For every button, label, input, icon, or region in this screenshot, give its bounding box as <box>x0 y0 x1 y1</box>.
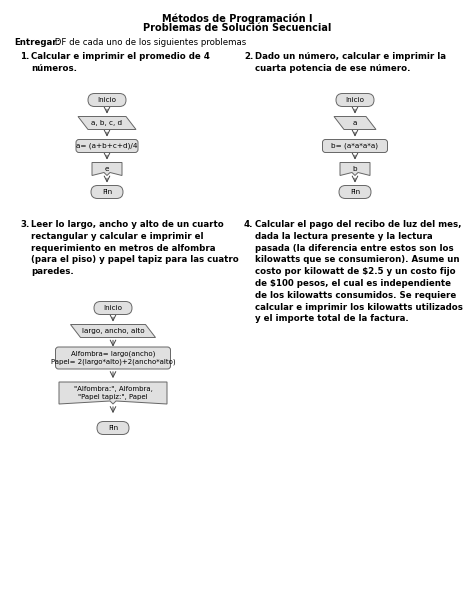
FancyBboxPatch shape <box>55 347 171 369</box>
Text: Inicio: Inicio <box>346 97 365 103</box>
Text: Fin: Fin <box>102 189 112 195</box>
Polygon shape <box>78 116 136 129</box>
Polygon shape <box>71 324 155 338</box>
FancyBboxPatch shape <box>322 140 388 153</box>
Text: b= (a*a*a*a): b= (a*a*a*a) <box>331 143 379 149</box>
FancyBboxPatch shape <box>91 186 123 199</box>
Text: Fin: Fin <box>108 425 118 431</box>
Text: Alfombra= largo(ancho)
Papel= 2(largo*alto)+2(ancho*alto): Alfombra= largo(ancho) Papel= 2(largo*al… <box>51 351 175 365</box>
Polygon shape <box>334 116 376 129</box>
FancyBboxPatch shape <box>336 94 374 107</box>
Text: Fin: Fin <box>350 189 360 195</box>
Polygon shape <box>59 382 167 404</box>
Text: 1.: 1. <box>20 52 29 61</box>
Text: 3.: 3. <box>20 220 29 229</box>
FancyBboxPatch shape <box>76 140 138 153</box>
FancyBboxPatch shape <box>88 94 126 107</box>
Text: Problemas de Solución Secuencial: Problemas de Solución Secuencial <box>143 23 331 33</box>
Text: Inicio: Inicio <box>103 305 122 311</box>
Text: Calcular el pago del recibo de luz del mes,
dada la lectura presente y la lectur: Calcular el pago del recibo de luz del m… <box>255 220 463 324</box>
Text: largo, ancho, alto: largo, ancho, alto <box>82 328 144 334</box>
Text: "Alfombra:", Alfombra,
"Papel tapiz:", Papel: "Alfombra:", Alfombra, "Papel tapiz:", P… <box>73 386 153 400</box>
Text: Dado un número, calcular e imprimir la
cuarta potencia de ese número.: Dado un número, calcular e imprimir la c… <box>255 52 446 73</box>
FancyBboxPatch shape <box>97 422 129 435</box>
FancyBboxPatch shape <box>94 302 132 314</box>
Text: Leer lo largo, ancho y alto de un cuarto
rectangular y calcular e imprimir el
re: Leer lo largo, ancho y alto de un cuarto… <box>31 220 239 276</box>
Text: 2.: 2. <box>244 52 254 61</box>
Text: DF de cada uno de los siguientes problemas: DF de cada uno de los siguientes problem… <box>52 38 246 47</box>
Text: e: e <box>105 166 109 172</box>
Text: b: b <box>353 166 357 172</box>
Text: a= (a+b+c+d)/4: a= (a+b+c+d)/4 <box>76 143 138 149</box>
Polygon shape <box>92 162 122 175</box>
Polygon shape <box>340 162 370 175</box>
Text: Métodos de Programación I: Métodos de Programación I <box>162 13 312 23</box>
Text: a: a <box>353 120 357 126</box>
Text: Inicio: Inicio <box>98 97 117 103</box>
Text: a, b, c, d: a, b, c, d <box>91 120 123 126</box>
Text: 4.: 4. <box>244 220 254 229</box>
Text: Calcular e imprimir el promedio de 4
números.: Calcular e imprimir el promedio de 4 núm… <box>31 52 210 73</box>
Text: Entregar:: Entregar: <box>14 38 60 47</box>
FancyBboxPatch shape <box>339 186 371 199</box>
